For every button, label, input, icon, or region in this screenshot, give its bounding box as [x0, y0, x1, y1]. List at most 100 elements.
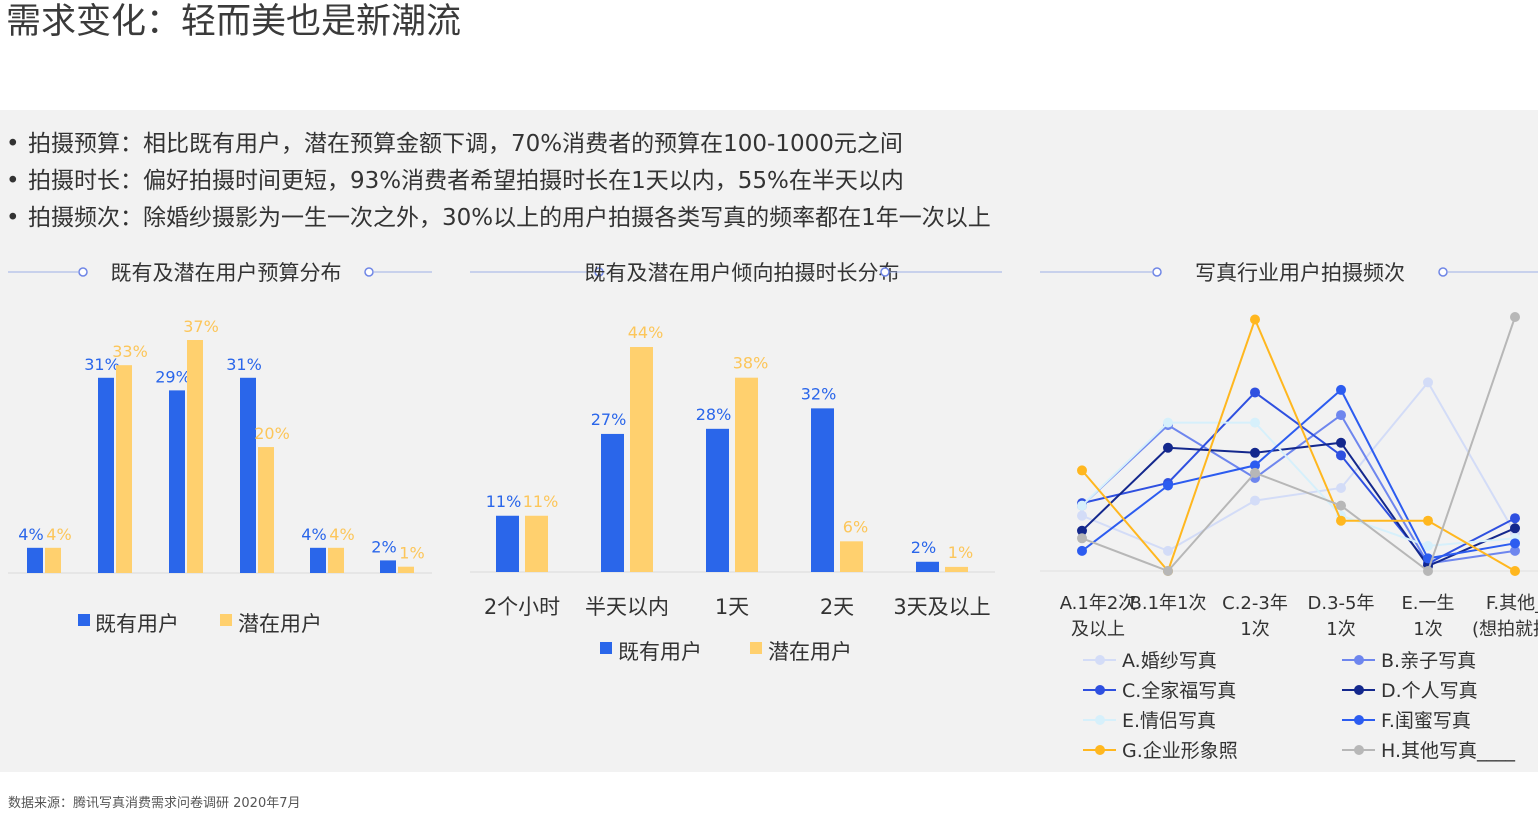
- x-tick-label: F.其他_: [1486, 593, 1538, 614]
- bullet-item-frequency: • 拍摄频次：除婚纱摄影为一生一次之外，30%以上的用户拍摄各类写真的频率都在1年…: [6, 205, 991, 231]
- bar-existing: [98, 377, 114, 573]
- bar-existing: [706, 428, 729, 572]
- data-label: 4%: [301, 525, 326, 544]
- bar-potential: [735, 377, 758, 572]
- legend-label: H.其他写真____: [1381, 740, 1515, 762]
- series-point: [1510, 566, 1520, 576]
- legend-marker: [1095, 715, 1105, 725]
- bar-potential: [525, 515, 548, 572]
- bar-potential: [945, 566, 968, 572]
- x-tick-label: 2个小时: [484, 595, 560, 619]
- bar-existing: [811, 408, 834, 572]
- x-tick-label: 3天及以上: [893, 595, 990, 619]
- series-point: [1077, 533, 1087, 544]
- data-label: 20%: [254, 424, 290, 443]
- data-label: 38%: [733, 354, 769, 373]
- series-point: [1336, 410, 1346, 421]
- series-point: [1336, 450, 1346, 461]
- bullet-text: 拍摄预算：相比既有用户，潜在预算金额下调，70%消费者的预算在100-1000元…: [28, 131, 903, 157]
- header-circle-left: [594, 267, 604, 277]
- series-point: [1250, 495, 1260, 506]
- chart-title: 写真行业用户拍摄频次: [1195, 261, 1405, 285]
- series-point: [1510, 312, 1520, 322]
- data-label: 31%: [84, 355, 120, 374]
- legend-label: 潜在用户: [768, 640, 852, 664]
- data-label: 6%: [843, 517, 868, 536]
- chart-header-3: 写真行业用户拍摄频次: [1040, 261, 1538, 285]
- series-point: [1423, 515, 1433, 526]
- bar-existing: [310, 547, 326, 573]
- data-label: 29%: [155, 367, 191, 386]
- legend-label: G.企业形象照: [1122, 740, 1238, 762]
- series-point: [1163, 417, 1173, 428]
- series-point: [1510, 545, 1520, 556]
- series-point: [1336, 500, 1346, 511]
- legend-swatch-potential: [220, 614, 232, 626]
- data-label: 2%: [371, 537, 396, 556]
- series-point: [1336, 384, 1346, 395]
- legend-label: C.全家福写真: [1122, 680, 1236, 702]
- legend-marker: [1095, 655, 1105, 665]
- series-point: [1077, 500, 1087, 511]
- bar-potential: [840, 541, 863, 572]
- series-point: [1423, 566, 1433, 576]
- series-point: [1250, 460, 1260, 471]
- x-tick-label: D.3-5年: [1308, 593, 1375, 614]
- series-point: [1163, 442, 1173, 453]
- bar-existing: [27, 547, 43, 573]
- bar-potential: [45, 547, 61, 573]
- legend-label: 既有用户: [618, 640, 702, 664]
- chart-header-2: 既有及潜在用户倾向拍摄时长分布: [470, 261, 1002, 285]
- series-point: [1336, 515, 1346, 526]
- data-label: 31%: [226, 355, 262, 374]
- x-tick-label: A.1年2次: [1060, 593, 1137, 614]
- series-line: [1081, 380, 1516, 553]
- series-point: [1423, 377, 1433, 388]
- series-point: [1336, 437, 1346, 448]
- legend-marker: [1095, 685, 1105, 695]
- series-point: [1163, 545, 1173, 556]
- header-circle-left: [1152, 267, 1162, 277]
- series-line: [1081, 391, 1516, 565]
- bar-potential: [630, 347, 653, 572]
- legend-marker: [1354, 715, 1364, 725]
- data-label: 4%: [46, 525, 71, 544]
- x-tick-label: 及以上: [1071, 619, 1125, 640]
- bar-potential: [398, 566, 414, 573]
- series-point: [1077, 545, 1087, 556]
- legend-marker: [1354, 655, 1364, 665]
- data-label: 1%: [399, 544, 424, 563]
- data-label: 44%: [628, 323, 664, 342]
- series-point: [1510, 513, 1520, 524]
- header-circle-left: [78, 267, 88, 277]
- series-line: [1081, 441, 1516, 568]
- data-label: 32%: [801, 384, 837, 403]
- bar-existing: [496, 515, 519, 572]
- series-line: [1081, 388, 1516, 560]
- x-tick-label: 半天以内: [585, 595, 669, 619]
- bar-existing: [169, 390, 185, 573]
- data-label: 4%: [329, 525, 354, 544]
- legend-swatch-potential: [750, 642, 762, 654]
- bullet-item-duration: • 拍摄时长：偏好拍摄时间更短，93%消费者希望拍摄时长在1天以内，55%在半天以…: [6, 168, 904, 194]
- legend-label: F.闺蜜写真: [1381, 710, 1471, 732]
- series-line: [1081, 421, 1516, 547]
- series-point: [1250, 314, 1260, 325]
- data-label: 2%: [911, 538, 936, 557]
- series-point: [1077, 510, 1087, 521]
- x-tick-label: 1次: [1326, 619, 1355, 640]
- x-tick-label: 1次: [1240, 619, 1269, 640]
- series-point: [1423, 540, 1433, 551]
- bar-existing: [916, 561, 939, 572]
- legend-swatch-existing: [78, 614, 90, 626]
- x-tick-label: B.1年1次: [1130, 593, 1207, 614]
- bullet-text: 拍摄频次：除婚纱摄影为一生一次之外，30%以上的用户拍摄各类写真的频率都在1年一…: [28, 205, 991, 231]
- series-point: [1250, 417, 1260, 428]
- bar-potential: [328, 547, 344, 573]
- data-label: 4%: [18, 525, 43, 544]
- series-point: [1163, 566, 1173, 576]
- bar-potential: [116, 365, 132, 573]
- header-circle-right: [364, 267, 374, 277]
- series-line: [1081, 413, 1516, 565]
